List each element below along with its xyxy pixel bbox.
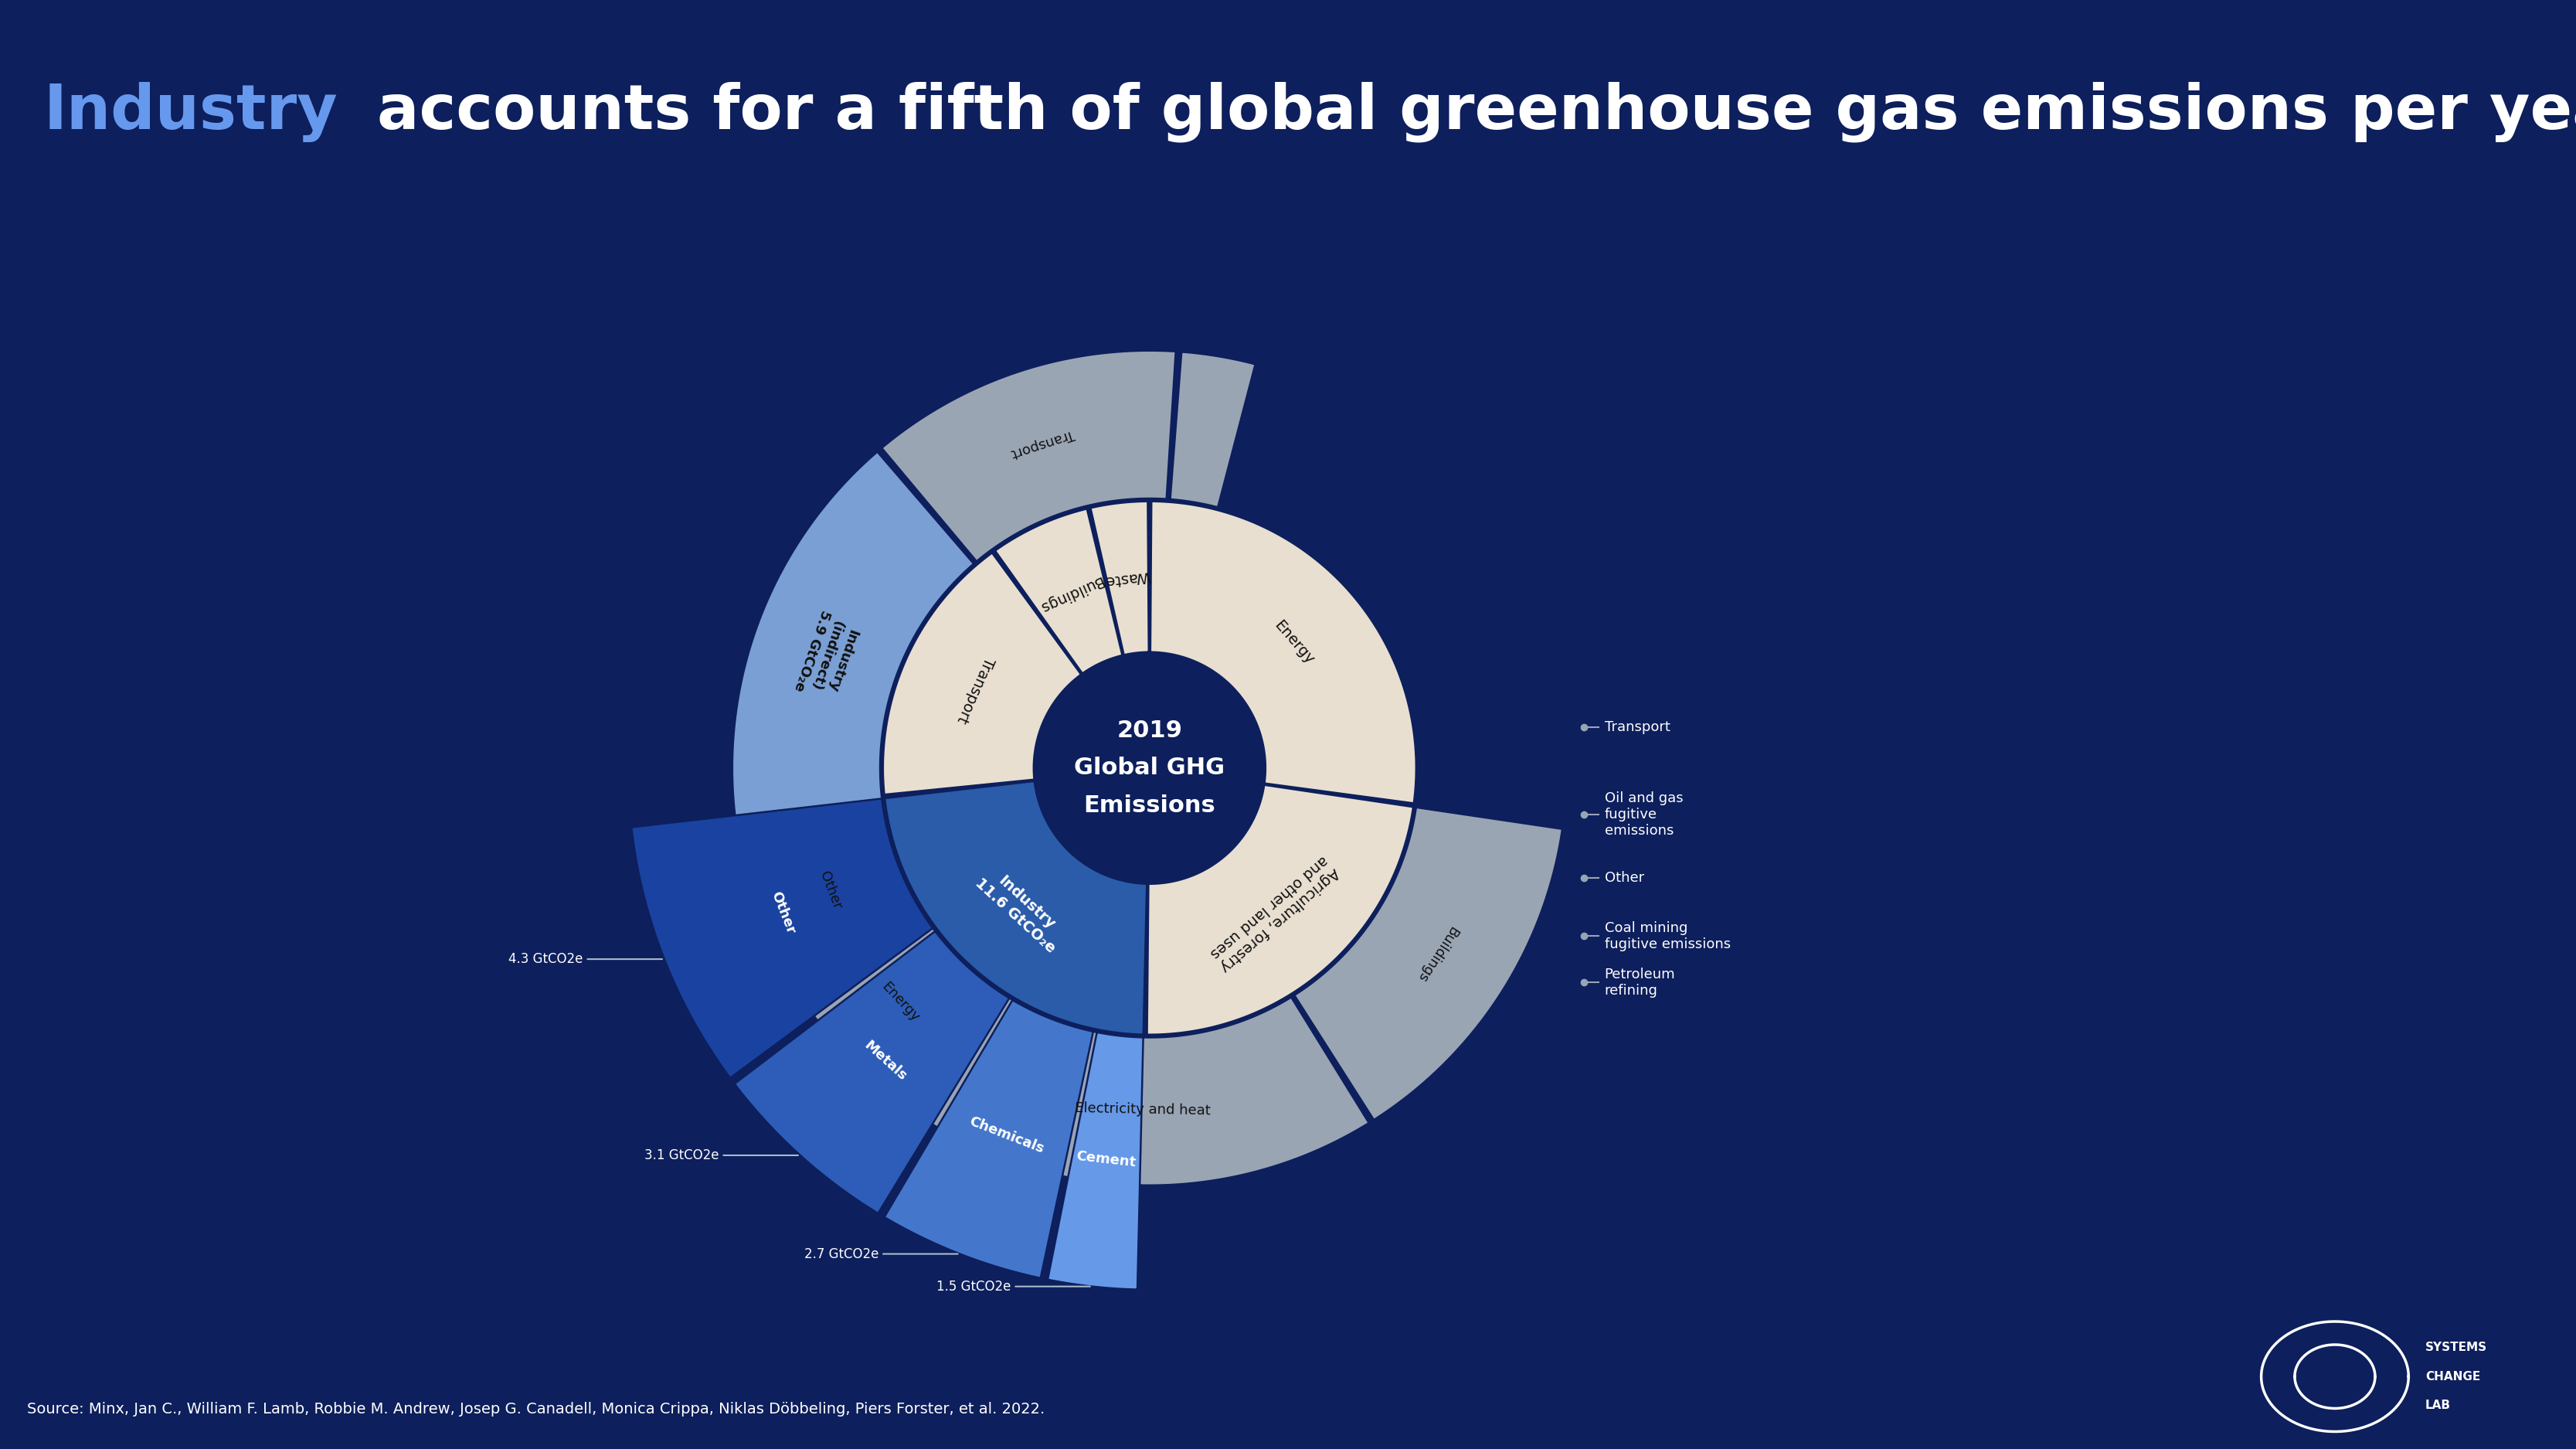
Text: accounts for a fifth of global greenhouse gas emissions per year: accounts for a fifth of global greenhous… xyxy=(355,81,2576,142)
Text: CHANGE: CHANGE xyxy=(2427,1371,2481,1382)
Text: Cement: Cement xyxy=(1077,1149,1136,1169)
Text: Energy: Energy xyxy=(878,980,922,1024)
Text: Other: Other xyxy=(768,890,799,936)
Text: Petroleum
refining: Petroleum refining xyxy=(1605,968,1674,997)
Circle shape xyxy=(1036,655,1262,881)
Text: Source: Minx, Jan C., William F. Lamb, Robbie M. Andrew, Josep G. Canadell, Moni: Source: Minx, Jan C., William F. Lamb, R… xyxy=(28,1401,1046,1417)
Text: Buildings: Buildings xyxy=(1414,923,1461,984)
Polygon shape xyxy=(1293,807,1561,1120)
Text: Global GHG: Global GHG xyxy=(1074,756,1226,780)
Text: 1.5 GtCO2e: 1.5 GtCO2e xyxy=(938,1279,1090,1294)
Text: 2.7 GtCO2e: 2.7 GtCO2e xyxy=(804,1248,958,1261)
Polygon shape xyxy=(994,509,1123,674)
Polygon shape xyxy=(884,554,1082,794)
Text: LAB: LAB xyxy=(2427,1400,2450,1411)
Text: Transport: Transport xyxy=(1605,720,1669,735)
Text: Coal mining
fugitive emissions: Coal mining fugitive emissions xyxy=(1605,922,1731,951)
Text: Transport: Transport xyxy=(1010,426,1077,459)
Polygon shape xyxy=(1090,501,1149,655)
Text: Chemicals: Chemicals xyxy=(966,1114,1046,1156)
Text: Electricity and heat: Electricity and heat xyxy=(1074,1101,1211,1119)
Text: Buildings: Buildings xyxy=(1036,572,1105,614)
Polygon shape xyxy=(734,932,1010,1213)
Text: SYSTEMS: SYSTEMS xyxy=(2427,1342,2488,1353)
Text: Energy: Energy xyxy=(1270,617,1316,667)
Polygon shape xyxy=(1170,352,1255,507)
Text: 4.3 GtCO2e: 4.3 GtCO2e xyxy=(507,952,662,966)
Text: Agriculture, forestry
and other land uses: Agriculture, forestry and other land use… xyxy=(1206,852,1342,975)
Polygon shape xyxy=(631,798,933,1078)
Polygon shape xyxy=(742,823,917,978)
Text: 2019: 2019 xyxy=(1118,719,1182,742)
Text: Other: Other xyxy=(817,869,845,911)
Text: Transport: Transport xyxy=(953,655,997,726)
Text: Waste: Waste xyxy=(1105,568,1151,588)
Polygon shape xyxy=(732,452,974,846)
Text: Metals: Metals xyxy=(860,1037,909,1084)
Text: 3.1 GtCO2e: 3.1 GtCO2e xyxy=(644,1149,799,1162)
Polygon shape xyxy=(1151,501,1417,803)
Polygon shape xyxy=(1048,1032,1144,1290)
Polygon shape xyxy=(1146,785,1414,1035)
Text: Other: Other xyxy=(1605,871,1643,885)
Text: Industry: Industry xyxy=(44,81,337,142)
Text: Emissions: Emissions xyxy=(1084,794,1216,817)
Polygon shape xyxy=(884,781,1146,1035)
Text: Industry
(indirect)
5.9 GtCO₂e: Industry (indirect) 5.9 GtCO₂e xyxy=(791,607,863,703)
Text: Industry
11.6 GtCO₂e: Industry 11.6 GtCO₂e xyxy=(971,862,1069,956)
Polygon shape xyxy=(917,991,1368,1185)
Text: Oil and gas
fugitive
emissions: Oil and gas fugitive emissions xyxy=(1605,791,1682,838)
Polygon shape xyxy=(881,351,1175,561)
Polygon shape xyxy=(793,907,997,1111)
Polygon shape xyxy=(884,1000,1092,1278)
